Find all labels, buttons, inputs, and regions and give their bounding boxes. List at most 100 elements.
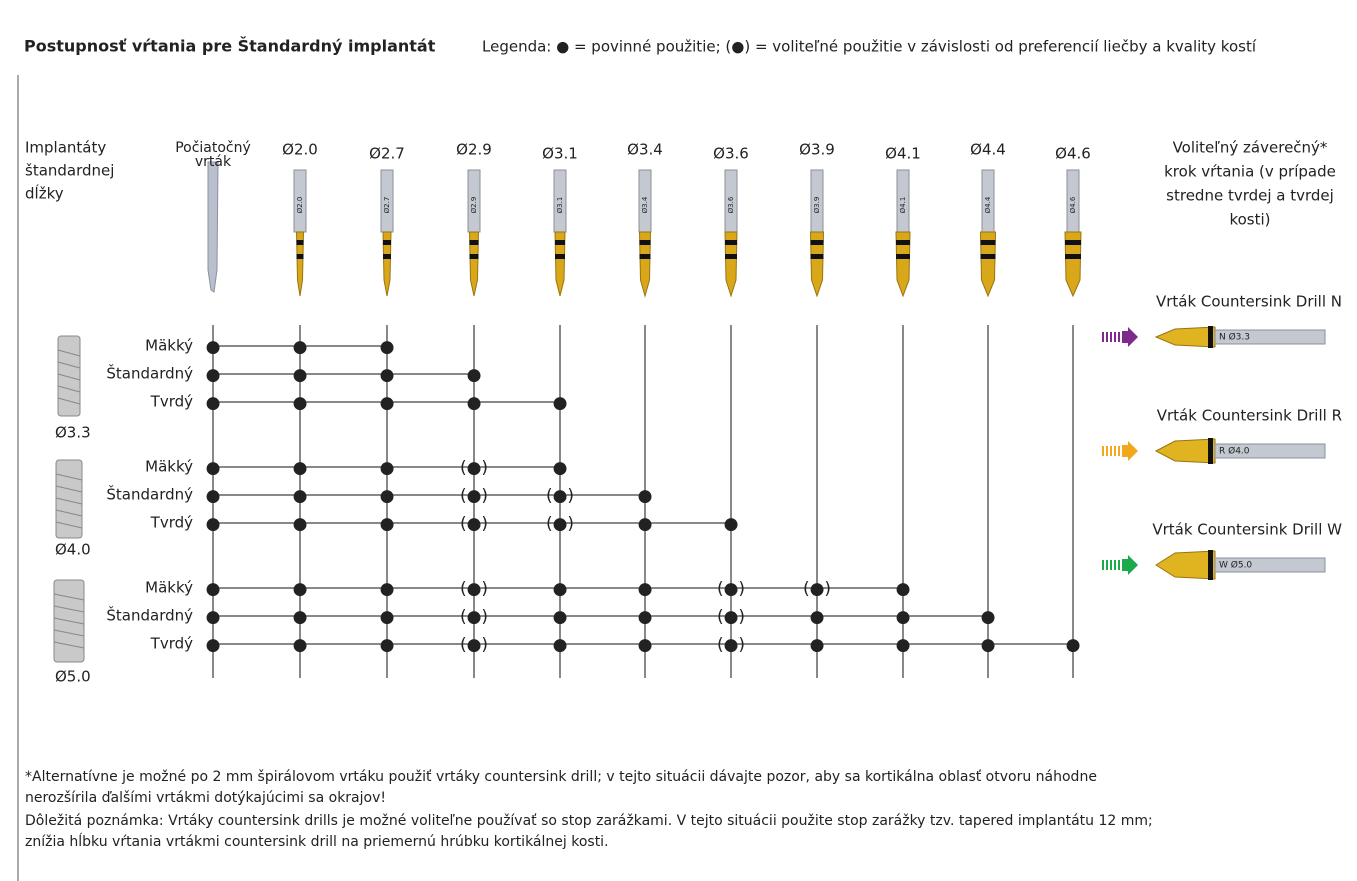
- drill-marking: Ø4.4: [984, 196, 992, 213]
- drill-body: [809, 231, 825, 298]
- drill-body: [554, 231, 566, 297]
- drill-marking: Ø3.1: [556, 197, 564, 214]
- column-label: Ø2.0: [282, 141, 318, 159]
- dot: ●: [553, 579, 568, 599]
- drill-marking: Ø4.1: [899, 197, 907, 214]
- dot: (●): [803, 579, 831, 599]
- arrow-stripe: [1114, 560, 1116, 570]
- dot: ●: [553, 458, 568, 478]
- dot: (●): [460, 486, 488, 506]
- dot: ●: [206, 607, 221, 627]
- countersink-band: [1208, 438, 1213, 464]
- dot: (●): [460, 607, 488, 627]
- dot: (●): [717, 635, 745, 655]
- dot: ●: [810, 607, 825, 627]
- dot: ●: [981, 607, 996, 627]
- implant-medium: [55, 459, 83, 539]
- drill-band: [296, 240, 304, 245]
- dot: ●: [810, 635, 825, 655]
- row-header: štandardnej: [25, 162, 114, 180]
- row-label: Štandardný: [106, 364, 193, 383]
- final-step-label: stredne tvrdej a tvrdej: [1166, 187, 1334, 205]
- countersink-label: Vrták Countersink Drill W: [1152, 521, 1342, 539]
- dot: ●: [380, 607, 395, 627]
- column-label: Ø3.9: [799, 141, 835, 159]
- countersink-label: Vrták Countersink Drill R: [1157, 407, 1342, 425]
- dot: ●: [638, 486, 653, 506]
- dot: (●): [460, 514, 488, 534]
- drill-band: [296, 254, 304, 259]
- dot: ●: [293, 514, 308, 534]
- drill-marking: Ø3.4: [641, 196, 649, 213]
- drill-marking: Ø3.9: [813, 197, 821, 214]
- countersink-shank: [1214, 557, 1326, 573]
- arrow-stripe: [1114, 332, 1116, 342]
- arrow-stripe: [1106, 446, 1108, 456]
- drill-band: [980, 240, 996, 245]
- dot: ●: [896, 607, 911, 627]
- dot: ●: [638, 607, 653, 627]
- column-label: Ø3.1: [542, 145, 578, 163]
- arrow-head: [1122, 555, 1138, 575]
- dot: ●: [380, 458, 395, 478]
- dot: (●): [460, 579, 488, 599]
- countersink-band: [1208, 550, 1213, 580]
- implant-large: [53, 579, 85, 663]
- dot: ●: [380, 486, 395, 506]
- legend: Legenda: ● = povinné použitie; (●) = vol…: [482, 38, 1257, 56]
- countersink-label: Vrták Countersink Drill N: [1156, 293, 1342, 311]
- dot: (●): [546, 486, 574, 506]
- drill-body: [382, 231, 392, 297]
- drill-marking: Ø2.7: [383, 197, 391, 214]
- column-label: vrták: [195, 154, 232, 170]
- arrow-stripe: [1118, 446, 1120, 456]
- arrow-stripe: [1106, 332, 1108, 342]
- drill-marking: Ø2.9: [470, 197, 478, 214]
- dot: (●): [460, 635, 488, 655]
- implant-label: Ø4.0: [55, 541, 91, 559]
- countersink-shank: [1214, 329, 1326, 345]
- countersink-shank: [1214, 443, 1326, 459]
- drill-body: [895, 231, 911, 298]
- implant-small: [57, 335, 81, 417]
- row-label: Štandardný: [106, 606, 193, 625]
- dot: ●: [638, 579, 653, 599]
- drill-band: [725, 254, 737, 259]
- countersink-head: [1154, 326, 1216, 348]
- title: Postupnosť vŕtania pre Štandardný implan…: [24, 37, 436, 56]
- drill-band: [383, 254, 391, 259]
- dot: ●: [380, 635, 395, 655]
- drill-body: [979, 231, 997, 298]
- column-label: Ø4.4: [970, 141, 1006, 159]
- dot: ●: [896, 635, 911, 655]
- arrow-stripe: [1110, 446, 1112, 456]
- dot: ●: [638, 635, 653, 655]
- drill-band: [896, 254, 910, 259]
- dot: ●: [1066, 635, 1081, 655]
- dot: ●: [293, 635, 308, 655]
- drill-band: [469, 240, 479, 245]
- drill-marking: Ø4.6: [1069, 196, 1077, 213]
- drill-band: [469, 254, 479, 259]
- dot: ●: [206, 635, 221, 655]
- dot: ●: [380, 579, 395, 599]
- footnote: znížia hĺbku vŕtania vrtákmi countersink…: [25, 832, 609, 850]
- column-label: Ø2.9: [456, 141, 492, 159]
- arrow-stripe: [1114, 446, 1116, 456]
- row-label: Tvrdý: [150, 514, 193, 532]
- dot: ●: [380, 337, 395, 357]
- column-label: Ø4.6: [1055, 145, 1091, 163]
- arrow-stripe: [1118, 332, 1120, 342]
- countersink-head: [1154, 438, 1216, 464]
- dot: ●: [553, 393, 568, 413]
- dot: ●: [293, 607, 308, 627]
- initial-drill: [207, 161, 219, 293]
- arrow-head: [1122, 441, 1138, 461]
- arrow-stripe: [1102, 446, 1104, 456]
- implant-label: Ø3.3: [55, 424, 91, 442]
- arrow-stripe: [1102, 332, 1104, 342]
- row-label: Tvrdý: [150, 635, 193, 653]
- dot: ●: [206, 337, 221, 357]
- countersink-head: [1155, 550, 1216, 580]
- drill-band: [639, 240, 651, 245]
